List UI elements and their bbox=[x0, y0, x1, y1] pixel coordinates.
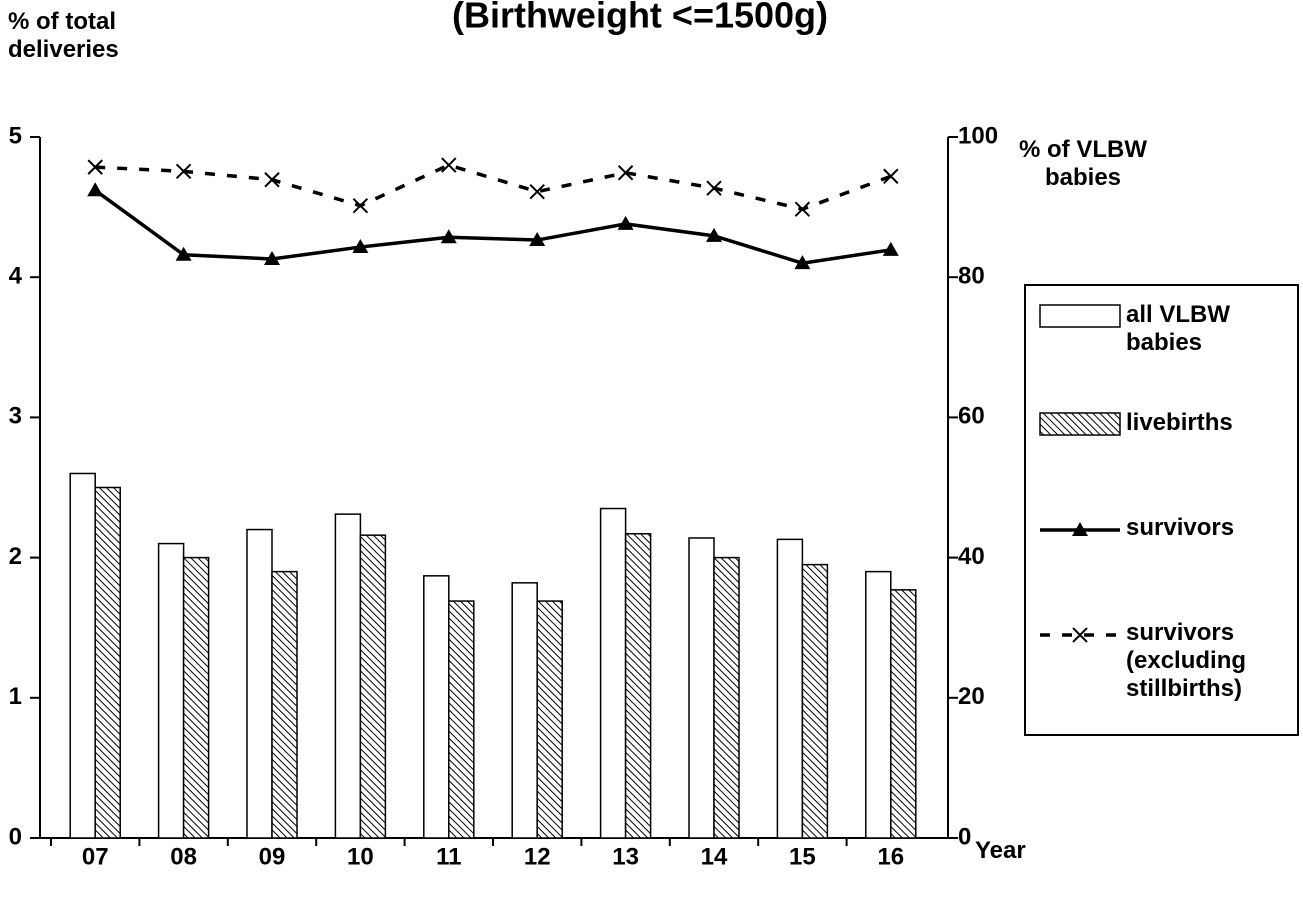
bar bbox=[448, 600, 475, 839]
bar bbox=[334, 513, 362, 839]
marker bbox=[529, 183, 545, 200]
bar bbox=[776, 538, 804, 839]
legend-swatch bbox=[1039, 304, 1121, 328]
bar bbox=[511, 582, 538, 839]
bar bbox=[69, 472, 96, 839]
marker bbox=[352, 197, 369, 214]
legend-swatch bbox=[1039, 412, 1121, 436]
y2-axis-label: % of VLBW babies bbox=[1019, 136, 1147, 191]
legend-label: survivors bbox=[1126, 514, 1235, 541]
marker bbox=[352, 239, 369, 254]
marker bbox=[441, 157, 457, 173]
marker bbox=[264, 250, 280, 265]
marker bbox=[87, 159, 103, 175]
bar bbox=[536, 600, 563, 839]
y2-tick-label: 40 bbox=[958, 543, 985, 570]
y-tick-label: 0 bbox=[9, 823, 22, 850]
marker bbox=[440, 229, 457, 244]
marker bbox=[706, 180, 722, 196]
bar bbox=[801, 563, 829, 839]
marker bbox=[706, 227, 722, 242]
marker bbox=[529, 232, 546, 247]
y-tick-label: 1 bbox=[9, 683, 22, 710]
x-tick-label: 13 bbox=[612, 843, 639, 870]
legend-marker bbox=[1072, 522, 1088, 536]
y-tick-label: 5 bbox=[9, 122, 22, 149]
bar bbox=[359, 534, 387, 839]
y2-tick-label: 20 bbox=[958, 683, 985, 710]
chart-title: (Birthweight <=1500g) bbox=[452, 0, 828, 36]
marker bbox=[794, 201, 811, 217]
bar bbox=[599, 507, 627, 839]
legend-label: all VLBW babies bbox=[1126, 301, 1231, 356]
marker bbox=[264, 172, 280, 188]
x-tick-label: 09 bbox=[259, 843, 286, 870]
x-tick-label: 12 bbox=[524, 843, 551, 870]
bar bbox=[271, 570, 298, 839]
marker bbox=[617, 215, 634, 230]
bar bbox=[865, 570, 892, 839]
legend-label: livebirths bbox=[1126, 409, 1233, 436]
x-tick-label: 15 bbox=[789, 843, 816, 870]
bar bbox=[688, 537, 715, 839]
marker bbox=[87, 182, 104, 197]
x-tick-label: 07 bbox=[82, 843, 109, 870]
bar bbox=[890, 589, 917, 839]
line bbox=[94, 188, 892, 265]
marker bbox=[882, 241, 899, 256]
y-tick-label: 2 bbox=[9, 543, 22, 570]
bar bbox=[246, 528, 273, 839]
x-tick-label: 14 bbox=[701, 843, 728, 870]
bar bbox=[713, 556, 740, 839]
marker bbox=[175, 246, 192, 261]
bar bbox=[423, 575, 450, 839]
x-axis-label: Year bbox=[975, 837, 1026, 864]
x-tick-label: 16 bbox=[877, 843, 904, 870]
y-axis-label: % of total deliveries bbox=[8, 8, 119, 63]
marker bbox=[883, 168, 899, 184]
y2-tick-label: 80 bbox=[958, 263, 985, 290]
y-tick-label: 4 bbox=[9, 263, 23, 290]
x-tick-label: 10 bbox=[347, 843, 374, 870]
bar bbox=[624, 533, 652, 839]
y-tick-label: 3 bbox=[9, 403, 22, 430]
marker bbox=[175, 163, 192, 180]
bar bbox=[94, 486, 121, 839]
x-tick-label: 11 bbox=[436, 843, 461, 870]
legend-box bbox=[1024, 284, 1299, 736]
marker bbox=[794, 255, 811, 270]
x-tick-label: 08 bbox=[170, 843, 197, 870]
legend-label: survivors (excluding stillbirths) bbox=[1126, 619, 1247, 702]
bar bbox=[182, 556, 210, 839]
y2-tick-label: 60 bbox=[958, 403, 985, 430]
line bbox=[95, 163, 892, 212]
bar bbox=[157, 542, 185, 839]
marker bbox=[617, 165, 634, 181]
y2-tick-label: 100 bbox=[958, 122, 998, 149]
legend-marker bbox=[1072, 627, 1088, 643]
y2-tick-label: 0 bbox=[958, 823, 971, 850]
